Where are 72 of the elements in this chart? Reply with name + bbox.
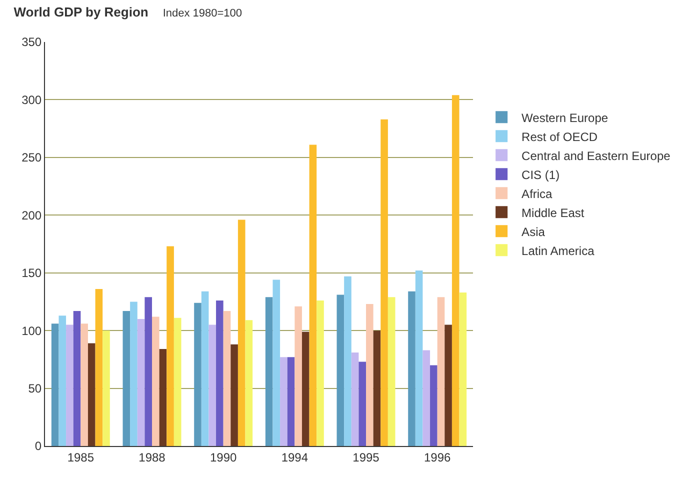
legend-label: Western Europe	[522, 110, 608, 125]
bar	[373, 330, 381, 446]
bar	[238, 220, 246, 446]
legend-label: CIS (1)	[522, 168, 560, 182]
y-tick-label: 50	[28, 381, 42, 396]
legend-label: Asia	[522, 224, 546, 239]
bar	[336, 294, 344, 446]
legend-label: Central and Eastern Europe	[522, 148, 671, 163]
bar	[95, 289, 103, 446]
bar	[265, 297, 273, 446]
bar	[459, 292, 467, 446]
bar	[152, 316, 160, 446]
x-tick-label: 1988	[138, 450, 166, 464]
chart-title: World GDP by Region	[14, 4, 148, 20]
bar	[51, 324, 59, 446]
bar	[208, 324, 216, 446]
bar	[309, 144, 317, 446]
bar	[422, 350, 430, 446]
bar	[130, 302, 138, 446]
bar	[230, 344, 238, 446]
y-tick-label: 250	[22, 150, 42, 165]
x-tick-label: 1990	[210, 450, 237, 464]
bar	[388, 297, 396, 446]
bar	[73, 310, 81, 446]
bar	[302, 332, 310, 446]
bar	[166, 246, 174, 446]
bar	[316, 300, 324, 446]
bar	[287, 357, 295, 446]
y-tick-label: 350	[22, 35, 42, 50]
bar	[201, 291, 209, 446]
y-tick-label: 100	[22, 324, 42, 338]
legend-label: Africa	[522, 186, 553, 201]
bar	[358, 362, 366, 446]
bar	[294, 306, 302, 446]
bar	[122, 310, 130, 446]
bar	[351, 352, 359, 446]
bar	[444, 324, 452, 446]
x-tick-label: 1995	[352, 450, 380, 464]
bar	[452, 95, 460, 446]
bar	[66, 324, 74, 446]
bar	[344, 276, 352, 446]
x-tick-label: 1994	[281, 450, 308, 464]
legend-label: Middle East	[522, 206, 585, 220]
bar	[137, 319, 145, 446]
bar	[88, 343, 96, 446]
bar	[272, 280, 280, 446]
x-tick-label: 1996	[424, 450, 451, 464]
y-tick-label: 0	[34, 439, 42, 454]
bar	[216, 300, 224, 446]
bar	[437, 297, 445, 446]
bar	[415, 270, 423, 446]
bar	[58, 316, 66, 446]
bar	[223, 310, 231, 446]
bar	[380, 119, 388, 446]
bar	[80, 324, 88, 446]
bar	[245, 320, 253, 446]
bar	[144, 297, 152, 446]
bar	[159, 349, 167, 446]
bar	[280, 357, 288, 446]
legend-label: Rest of OECD	[522, 130, 598, 144]
x-tick-label: 1985	[67, 450, 94, 464]
bar	[366, 304, 374, 446]
bar	[430, 365, 438, 446]
y-tick-label: 150	[22, 266, 42, 280]
bar	[102, 330, 110, 446]
bar	[408, 291, 416, 446]
bar	[194, 302, 202, 446]
legend-label: Latin America	[522, 244, 595, 258]
bar	[174, 318, 182, 446]
y-tick-label: 200	[22, 208, 42, 222]
y-tick-label: 300	[22, 92, 42, 107]
chart-subtitle: Index 1980=100	[162, 7, 242, 20]
